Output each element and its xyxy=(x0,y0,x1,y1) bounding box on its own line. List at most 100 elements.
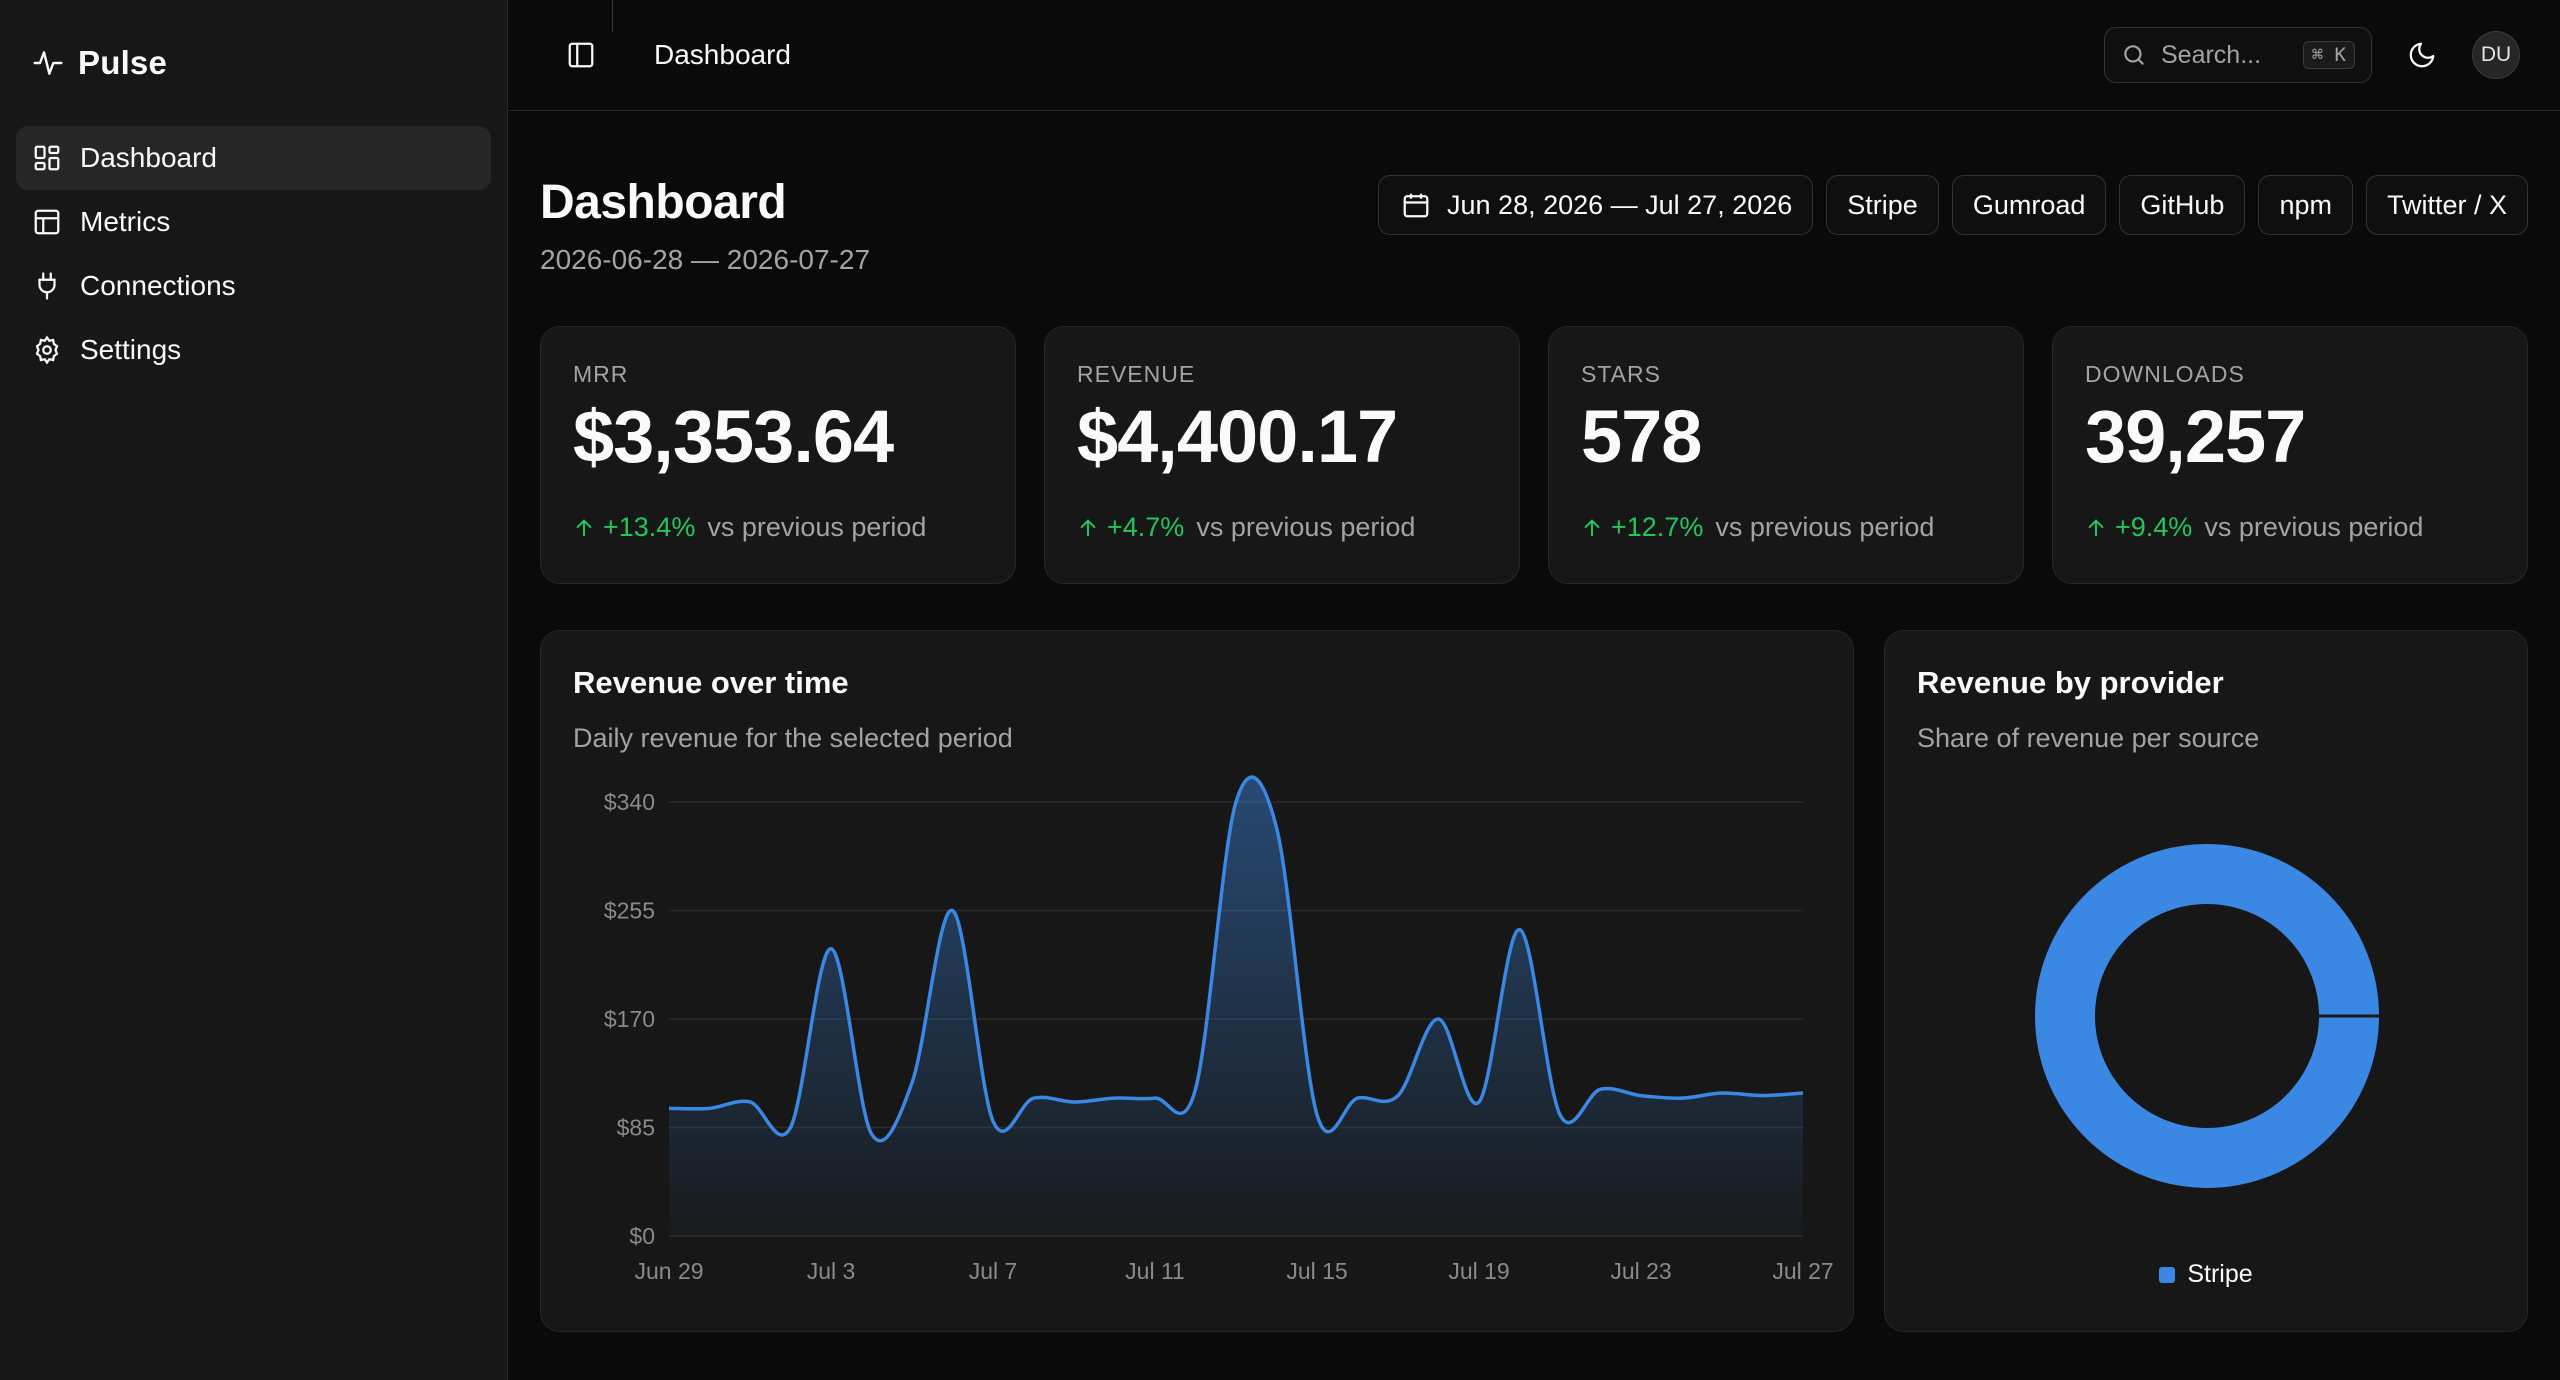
calendar-icon xyxy=(1403,193,1429,218)
kpi-card-mrr: MRR $3,353.64 +13.4% vs previous period xyxy=(540,326,1016,584)
gear-icon xyxy=(35,335,59,365)
revenue-area-chart: $340 $255 $170 $85 $0 Jun 29 Jul 3 Jul 7 Jul 11 J… xyxy=(604,775,1834,1284)
kpi-card-revenue: REVENUE $4,400.17 +4.7% vs previous peri… xyxy=(1044,326,1520,584)
kpi-delta-suffix: vs previous period xyxy=(1715,512,1935,542)
provider-filter-github[interactable]: GitHub xyxy=(2119,175,2246,235)
sidebar-item-label: Dashboard xyxy=(80,142,217,173)
date-range-label: Jun 28, 2026 — Jul 27, 2026 xyxy=(1447,189,1793,220)
provider-filter-gumroad[interactable]: Gumroad xyxy=(1951,175,2107,235)
x-tick-label: Jul 19 xyxy=(1448,1258,1509,1284)
dashboard-icon xyxy=(34,145,60,171)
plug-icon xyxy=(38,272,56,300)
kpi-row: MRR $3,353.64 +13.4% vs previous period … xyxy=(540,326,2528,584)
kpi-delta-suffix: vs previous period xyxy=(1196,512,1416,542)
kpi-delta-suffix: vs previous period xyxy=(2204,512,2424,542)
sidebar-item-dashboard[interactable]: Dashboard xyxy=(16,126,491,190)
kpi-footer: +9.4% vs previous period xyxy=(2085,512,2495,543)
kpi-footer: +12.7% vs previous period xyxy=(1581,512,1991,543)
sidebar-toggle-button[interactable] xyxy=(548,22,614,88)
kpi-footer: +13.4% vs previous period xyxy=(573,512,983,543)
kpi-delta-value: +13.4% xyxy=(603,512,696,542)
y-tick-label: $340 xyxy=(604,789,655,815)
topbar: Dashboard Search... ⌘ K DU xyxy=(508,0,2560,111)
pulse-icon xyxy=(33,51,63,75)
theme-toggle-button[interactable] xyxy=(2398,31,2446,79)
date-range-picker[interactable]: Jun 28, 2026 — Jul 27, 2026 xyxy=(1378,175,1814,235)
x-tick-label: Jul 27 xyxy=(1772,1258,1833,1284)
sidebar-toggle-icon xyxy=(568,42,594,68)
arrow-up-icon xyxy=(2088,518,2104,536)
sidebar-item-label: Metrics xyxy=(80,206,171,237)
breadcrumb: Dashboard xyxy=(654,39,791,70)
card-header: Revenue by provider Share of revenue per… xyxy=(1917,665,2495,754)
brand-name: Pulse xyxy=(78,44,168,81)
kpi-delta-value: +9.4% xyxy=(2115,512,2193,542)
arrow-up-icon xyxy=(1584,518,1600,536)
page-header: Dashboard 2026-06-28 — 2026-07-27 Jun 28… xyxy=(540,111,2528,326)
series-line xyxy=(668,775,1804,1143)
kpi-card-stars: STARS 578 +12.7% vs previous period xyxy=(1548,326,2024,584)
chart-legend: Stripe xyxy=(1885,1260,2527,1289)
provider-filter-stripe[interactable]: Stripe xyxy=(1826,175,1939,235)
x-tick-label: Jul 7 xyxy=(969,1258,1018,1284)
kpi-label: REVENUE xyxy=(1077,361,1196,387)
kpi-label: DOWNLOADS xyxy=(2085,361,2245,387)
provider-filter-twitter[interactable]: Twitter / X xyxy=(2365,175,2528,235)
kpi-value: $3,353.64 xyxy=(573,395,894,478)
kpi-delta: +9.4% xyxy=(2085,512,2192,543)
legend-swatch xyxy=(2159,1266,2176,1283)
sidebar-nav: Dashboard Metrics Connections Settin xyxy=(16,126,491,382)
kpi-footer: +4.7% vs previous period xyxy=(1077,512,1487,543)
sidebar-item-label: Settings xyxy=(80,334,182,365)
provider-donut-chart xyxy=(2035,844,2380,1188)
kpi-label: MRR xyxy=(573,361,629,387)
sidebar: Pulse Dashboard Metrics Connectio xyxy=(0,0,508,1380)
y-tick-label: $0 xyxy=(629,1223,655,1249)
x-tick-label: Jun 29 xyxy=(634,1258,703,1284)
moon-icon xyxy=(2409,42,2435,68)
kpi-delta-suffix: vs previous period xyxy=(707,512,927,542)
kpi-value: 39,257 xyxy=(2085,395,2306,478)
kpi-delta: +12.7% xyxy=(1581,512,1703,543)
card-subtitle: Daily revenue for the selected period xyxy=(573,723,1013,753)
content: Dashboard 2026-06-28 — 2026-07-27 Jun 28… xyxy=(508,111,2560,1332)
search-shortcut: ⌘ K xyxy=(2302,41,2355,69)
brand[interactable]: Pulse xyxy=(16,0,491,126)
table-icon xyxy=(34,209,60,235)
topbar-divider xyxy=(612,0,613,32)
kpi-label: STARS xyxy=(1581,361,1661,387)
sidebar-item-connections[interactable]: Connections xyxy=(16,254,491,318)
search-icon xyxy=(2124,45,2144,65)
kpi-value: $4,400.17 xyxy=(1077,395,1398,478)
kpi-value: 578 xyxy=(1581,395,1702,478)
filter-bar: Jun 28, 2026 — Jul 27, 2026 Stripe Gumro… xyxy=(1378,175,2528,326)
pie-slice[interactable] xyxy=(2035,844,2379,1188)
kpi-delta: +4.7% xyxy=(1077,512,1184,543)
topbar-actions: Search... ⌘ K DU xyxy=(2104,27,2520,83)
provider-filter-npm[interactable]: npm xyxy=(2258,175,2353,235)
revenue-by-provider-card: Revenue by provider Share of revenue per… xyxy=(1884,630,2528,1332)
arrow-up-icon xyxy=(576,518,592,536)
x-tick-label: Jul 3 xyxy=(807,1258,856,1284)
search-input[interactable]: Search... ⌘ K xyxy=(2104,27,2372,83)
sidebar-item-settings[interactable]: Settings xyxy=(16,318,491,382)
sidebar-item-metrics[interactable]: Metrics xyxy=(16,190,491,254)
arrow-up-icon xyxy=(1080,518,1096,536)
kpi-card-downloads: DOWNLOADS 39,257 +9.4% vs previous perio… xyxy=(2052,326,2528,584)
x-tick-label: Jul 15 xyxy=(1286,1258,1347,1284)
card-title: Revenue by provider xyxy=(1917,665,2224,700)
card-subtitle: Share of revenue per source xyxy=(1917,723,2260,753)
revenue-over-time-card: $340 $255 $170 $85 $0 Jun 29 Jul 3 Jul 7 Jul 11 J… xyxy=(540,630,1854,1332)
avatar[interactable]: DU xyxy=(2472,31,2520,79)
sidebar-item-label: Connections xyxy=(80,270,236,301)
y-tick-label: $170 xyxy=(604,1006,655,1032)
page-subtitle: 2026-06-28 — 2026-07-27 xyxy=(540,244,871,275)
y-tick-label: $85 xyxy=(617,1115,655,1141)
card-title: Revenue over time xyxy=(573,665,849,700)
kpi-delta: +13.4% xyxy=(573,512,695,543)
area-fill xyxy=(669,777,1803,1236)
chart-row: $340 $255 $170 $85 $0 Jun 29 Jul 3 Jul 7 Jul 11 J… xyxy=(540,630,2528,1332)
main: Dashboard Search... ⌘ K DU xyxy=(508,0,2560,1380)
search-placeholder: Search... xyxy=(2161,40,2262,69)
